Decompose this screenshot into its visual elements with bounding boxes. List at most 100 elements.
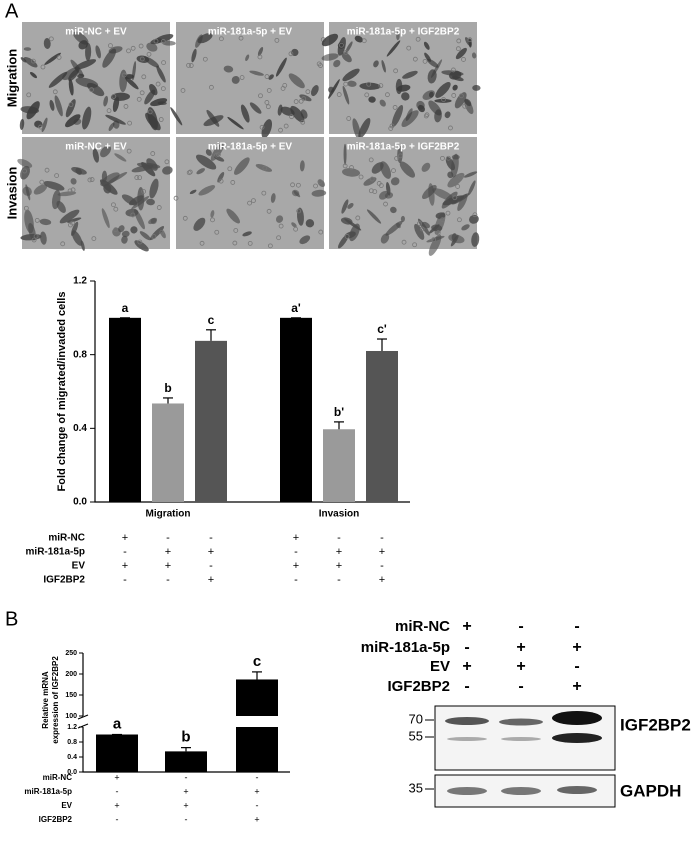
cell [341, 199, 349, 214]
pore [150, 151, 156, 156]
micrograph: miR-181a-5p + EV [173, 137, 327, 249]
cell [71, 221, 79, 236]
cell [342, 168, 361, 177]
cell [105, 114, 126, 125]
cell [102, 48, 117, 68]
cell [321, 33, 339, 47]
pore [266, 208, 272, 214]
pore [113, 227, 119, 233]
treatment-sign: + [208, 546, 214, 558]
cell [114, 153, 127, 162]
cell [59, 209, 80, 224]
significance-letter: b' [334, 405, 344, 419]
pore [173, 195, 179, 201]
cell [20, 57, 27, 63]
cell [390, 177, 400, 186]
pore [113, 206, 119, 212]
micrograph: miR-181a-5p + IGF2BP2 [321, 22, 481, 140]
cell [422, 185, 437, 200]
cell [100, 145, 112, 158]
cell [150, 218, 157, 225]
cell [146, 198, 155, 206]
pore [214, 152, 219, 158]
pore [34, 218, 40, 223]
treatment-label: IGF2BP2 [39, 815, 73, 824]
treatment-sign: - [185, 814, 188, 824]
cell [119, 69, 128, 93]
pore [257, 54, 263, 60]
cell [379, 190, 389, 200]
pore [343, 50, 349, 55]
cell [305, 219, 315, 228]
pore [121, 72, 127, 78]
pore [412, 56, 418, 62]
cell [464, 37, 472, 47]
blot-treatment-sign: - [464, 678, 469, 695]
pore [159, 229, 165, 235]
marker-label: 55 [409, 728, 423, 743]
pore [401, 239, 407, 245]
bar [323, 429, 355, 502]
pore [247, 200, 252, 206]
pore [187, 169, 193, 175]
pore [70, 187, 76, 193]
cell [193, 217, 206, 231]
cell [132, 61, 137, 81]
pore [22, 168, 28, 174]
pore [419, 226, 425, 232]
pore [87, 177, 93, 183]
pore [458, 93, 464, 99]
y-axis-label: Relative mRNAexpression of IGF2BP2 [41, 656, 60, 744]
blot-treatment-sign: + [516, 639, 525, 656]
cell [471, 52, 477, 59]
cell [333, 59, 341, 68]
pore [276, 235, 282, 241]
treatment-label: miR-NC [43, 773, 73, 782]
blot-treatment-sign: - [464, 639, 469, 656]
pore [288, 51, 294, 57]
cell [134, 208, 145, 230]
treatment-label: EV [61, 801, 72, 810]
cell [231, 75, 240, 84]
cell [255, 163, 273, 172]
cell [143, 56, 160, 68]
cell [280, 106, 295, 117]
cell [421, 162, 431, 172]
cell [240, 104, 250, 123]
y-axis-label: Fold change of migrated/invaded cells [56, 292, 68, 492]
pore [318, 63, 323, 68]
pore [391, 168, 396, 173]
significance-letter: c [208, 313, 215, 327]
cell [223, 65, 234, 73]
pore [364, 92, 370, 98]
cell [26, 101, 40, 120]
cell [373, 60, 379, 68]
bar [195, 340, 227, 502]
pore [406, 45, 412, 51]
cell [290, 105, 305, 123]
bar [236, 679, 278, 716]
pore [218, 36, 224, 42]
cell [291, 222, 297, 228]
pore [452, 195, 458, 201]
pore [52, 89, 58, 95]
pore [139, 90, 145, 96]
cell [431, 224, 443, 232]
cell [205, 149, 212, 156]
micrograph: miR-181a-5p + EV [170, 22, 326, 139]
pore [160, 39, 166, 44]
cell [24, 209, 34, 234]
bar [280, 317, 312, 502]
cell [156, 65, 166, 83]
cell [121, 235, 128, 244]
cell [277, 104, 283, 116]
pore [278, 127, 283, 133]
pore [461, 57, 466, 62]
cell [71, 230, 83, 246]
significance-letter: c [253, 653, 261, 670]
cell [464, 99, 474, 115]
pore [68, 102, 74, 108]
pore [290, 182, 295, 188]
cell [54, 95, 63, 117]
cell [23, 47, 32, 51]
